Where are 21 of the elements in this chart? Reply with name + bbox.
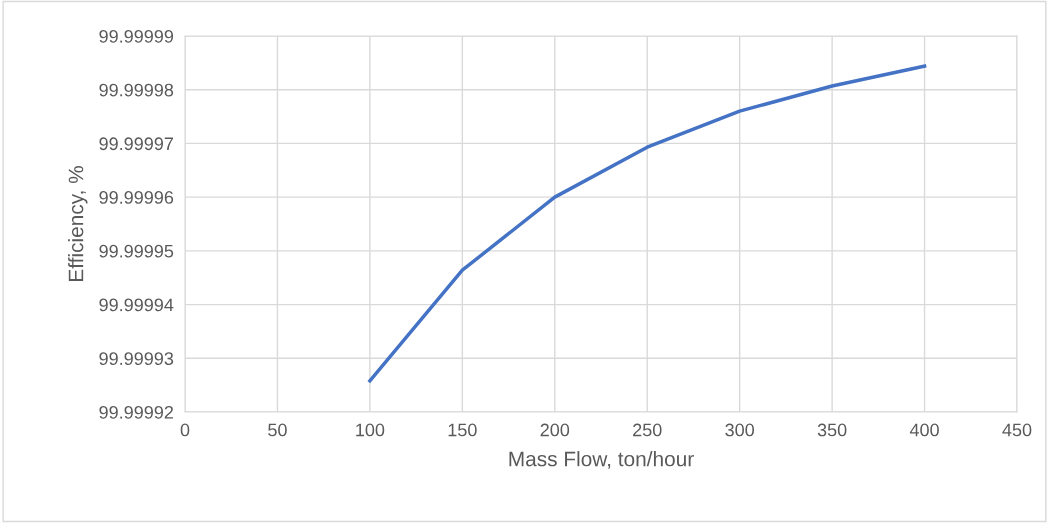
y-tick-label: 99.99997 xyxy=(99,137,173,151)
y-tick-label: 99.99998 xyxy=(99,83,174,97)
x-tick-label: 450 xyxy=(1002,423,1032,437)
x-tick-label: 250 xyxy=(633,423,662,437)
x-tick-label: 100 xyxy=(356,423,385,437)
x-tick-label: 350 xyxy=(817,423,847,437)
x-tick-label: 400 xyxy=(909,423,939,437)
y-tick-label: 99.99996 xyxy=(99,191,174,204)
x-tick-label: 300 xyxy=(725,423,755,437)
x-tick-label: 0 xyxy=(180,423,190,437)
y-tick-label: 99.99993 xyxy=(99,352,174,366)
y-tick-label: 99.99999 xyxy=(99,29,174,43)
y-tick-label: 99.99992 xyxy=(99,405,173,419)
y-tick-label: 99.99994 xyxy=(99,298,174,312)
x-tick-label: 150 xyxy=(448,423,477,437)
x-axis-title: Mass Flow, ton/hour xyxy=(509,451,694,469)
y-tick-label: 99.99995 xyxy=(99,244,174,258)
y-axis-title: Efficiency, % xyxy=(68,166,88,281)
x-tick-label: 200 xyxy=(540,423,570,437)
x-tick-label: 50 xyxy=(268,423,287,437)
line-series xyxy=(368,64,927,383)
